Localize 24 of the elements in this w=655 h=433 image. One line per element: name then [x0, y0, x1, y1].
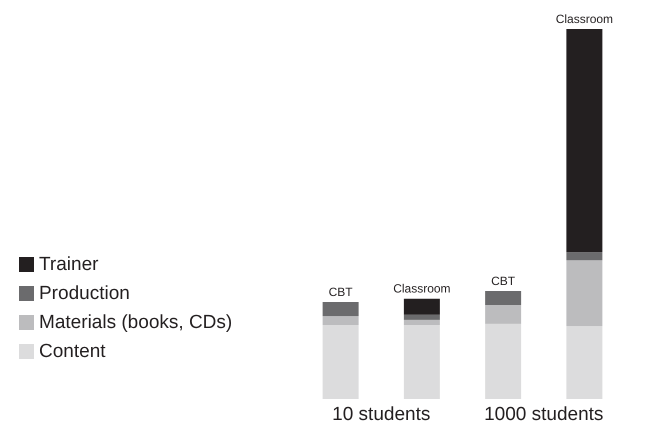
- legend-label: Trainer: [39, 254, 100, 275]
- x-tick-label: Classroom: [393, 282, 451, 296]
- text: 1000 students: [484, 404, 604, 425]
- x-tick-label: CBT: [491, 274, 516, 288]
- legend-label: Content: [39, 341, 106, 362]
- x-tick-label: CBT: [328, 285, 354, 300]
- bar: [322, 325, 359, 399]
- bar: [322, 302, 359, 316]
- bar: [404, 320, 440, 325]
- x-tick-label: Classroom: [556, 12, 614, 26]
- bar: [566, 326, 602, 399]
- bar: [404, 298, 440, 315]
- bar: [485, 305, 522, 324]
- legend-label: Production: [39, 283, 130, 304]
- bar: [322, 316, 359, 325]
- bar: [404, 325, 440, 399]
- bar: [404, 314, 440, 320]
- text: 10 students: [332, 404, 430, 425]
- bar: [566, 260, 602, 326]
- bar: [566, 252, 602, 260]
- bar: [485, 324, 522, 399]
- bar: [485, 290, 522, 306]
- bar: [566, 29, 602, 252]
- legend-label: Materials (books, CDs): [39, 312, 232, 333]
